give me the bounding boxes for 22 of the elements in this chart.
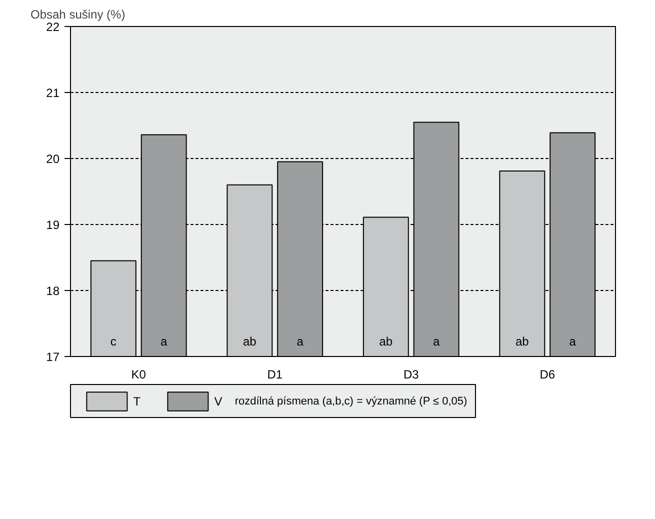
- x-tick-label: D1: [267, 368, 283, 382]
- y-tick-label: 21: [46, 86, 60, 100]
- x-tick-label: D6: [540, 368, 556, 382]
- y-tick-label: 17: [46, 350, 60, 364]
- data-label: ab: [515, 334, 530, 348]
- y-tick-label: 19: [46, 218, 60, 232]
- y-axis-title: Obsah sušiny (%): [30, 8, 126, 22]
- y-tick-label: 18: [46, 284, 60, 298]
- legend-label: T: [133, 394, 142, 408]
- y-tick-label: 20: [46, 152, 60, 166]
- legend-label: V: [214, 394, 222, 408]
- text: rozdílná písmena (a,b,c) = významné (P ≤ 0,05): [234, 396, 468, 408]
- data-label: a: [296, 334, 304, 348]
- x-tick-label: K0: [131, 368, 146, 382]
- data-label: a: [432, 334, 440, 348]
- data-label: a: [569, 334, 576, 348]
- data-label: ab: [379, 334, 393, 348]
- y-tick-label: 22: [46, 20, 60, 34]
- data-label: a: [160, 334, 168, 348]
- data-label: c: [110, 334, 116, 348]
- x-tick-label: D3: [403, 368, 420, 382]
- data-label: ab: [242, 334, 257, 348]
